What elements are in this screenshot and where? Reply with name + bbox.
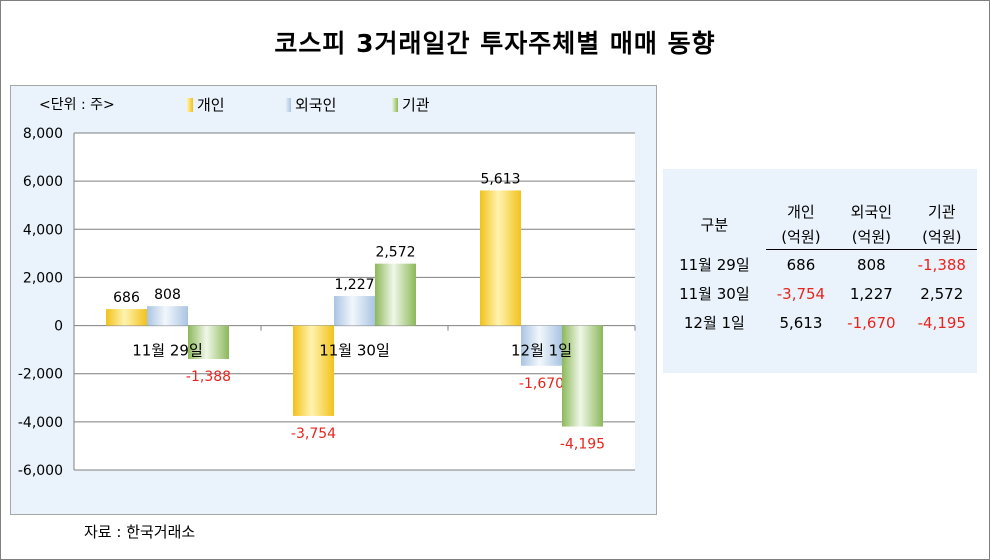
summary-table-panel: 구분 개인 외국인 기관 (억원) (억원) (억원) 11월 29일 686 … (663, 169, 977, 373)
table-row: 12월 1일 5,613 -1,670 -4,195 (663, 308, 977, 337)
table-row: 11월 30일 -3,754 1,227 2,572 (663, 279, 977, 308)
y-tick-label: -2,000 (18, 367, 63, 383)
table-cell-institution: 2,572 (920, 284, 964, 303)
data-label: -4,195 (560, 437, 605, 453)
legend-swatch-individual (187, 97, 193, 112)
data-label: -1,388 (186, 369, 231, 385)
table-header-row: 구분 개인 외국인 기관 (663, 199, 977, 234)
data-label: 5,613 (480, 171, 520, 187)
table-cell-individual: 5,613 (779, 313, 823, 332)
y-tick-label: 2,000 (23, 270, 63, 286)
x-category-label: 11월 30일 (319, 342, 390, 360)
table-cell-date: 12월 1일 (683, 314, 745, 332)
bar-individual (480, 190, 521, 326)
table-unit-institution: (억원) (906, 224, 977, 250)
summary-table: 구분 개인 외국인 기관 (억원) (억원) (억원) 11월 29일 686 … (663, 199, 977, 337)
table-cell-institution: -4,195 (917, 313, 966, 332)
table-cell-individual: 686 (786, 255, 816, 274)
bar-institution (375, 263, 416, 326)
data-label: 1,227 (334, 277, 374, 293)
table-cell-foreign: 1,227 (849, 284, 893, 303)
legend-item-institution: 기관 (392, 94, 430, 115)
legend-label-institution: 기관 (402, 96, 430, 114)
table-cell-foreign: 808 (857, 255, 886, 274)
data-label: 686 (113, 290, 140, 306)
table-subheader-row: (억원) (억원) (억원) (663, 224, 977, 250)
table-cell-foreign: -1,670 (847, 313, 896, 332)
table-header-institution: 기관 (927, 203, 956, 221)
bar-institution (188, 325, 229, 359)
page-title: 코스피 3거래일간 투자주체별 매매 동향 (274, 29, 716, 58)
legend-label-individual: 개인 (197, 96, 225, 114)
y-tick-label: 6,000 (23, 174, 63, 190)
table-unit-individual: (억원) (765, 224, 837, 250)
chart-panel: 8,000 6,000 4,000 2,000 0 -2,000 -4,000 -6,000 6… (10, 85, 657, 515)
data-label: 2,572 (375, 245, 415, 261)
bar-foreign (147, 306, 188, 326)
unit-label: <단위 : 주> (39, 97, 115, 113)
table-header-individual: 개인 (787, 203, 815, 221)
bar-foreign (521, 325, 562, 366)
bar-chart: 8,000 6,000 4,000 2,000 0 -2,000 -4,000 -6,000 6… (18, 126, 636, 479)
table-header-foreign: 외국인 (850, 203, 893, 221)
legend-label-foreign: 외국인 (295, 96, 337, 114)
x-category-label: 11월 29일 (132, 342, 203, 360)
table-cell-date: 11월 29일 (679, 255, 750, 274)
data-label: -1,670 (519, 376, 564, 392)
y-tick-label: 4,000 (23, 222, 63, 238)
bar-foreign (334, 296, 375, 326)
source-note: 자료 : 한국거래소 (84, 523, 196, 541)
table-header-category: 구분 (700, 215, 729, 234)
bar-institution (562, 325, 603, 427)
data-label: 808 (154, 287, 181, 303)
x-category-label: 12월 1일 (511, 342, 572, 360)
table-row: 11월 29일 686 808 -1,388 (663, 250, 977, 280)
table-cell-individual: -3,754 (776, 284, 826, 303)
y-tick-label: 8,000 (23, 126, 63, 142)
legend-item-foreign: 외국인 (285, 94, 336, 115)
legend-swatch-institution (392, 97, 398, 112)
y-tick-label: -4,000 (18, 415, 63, 431)
table-cell-institution: -1,388 (917, 255, 966, 274)
data-label: -3,754 (291, 426, 336, 442)
table-cell-date: 11월 30일 (679, 285, 750, 303)
bar-individual (106, 309, 147, 326)
legend-swatch-foreign (285, 97, 291, 112)
legend-item-individual: 개인 (187, 94, 225, 115)
bar-individual (293, 325, 334, 416)
y-tick-label: 0 (54, 319, 63, 335)
table-unit-foreign: (억원) (836, 224, 907, 250)
y-tick-label: -6,000 (18, 463, 63, 479)
